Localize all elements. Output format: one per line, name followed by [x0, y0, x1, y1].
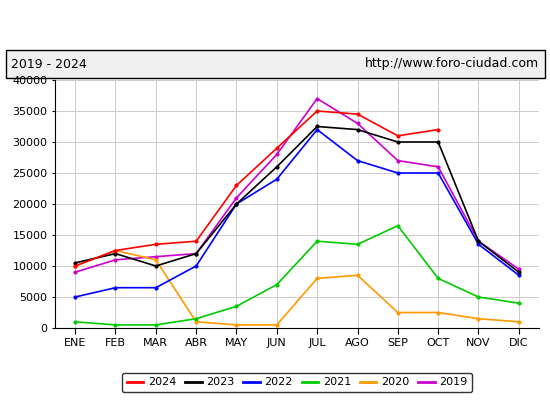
Text: http://www.foro-ciudad.com: http://www.foro-ciudad.com: [365, 58, 539, 70]
Text: 2019 - 2024: 2019 - 2024: [11, 58, 87, 70]
Legend: 2024, 2023, 2022, 2021, 2020, 2019: 2024, 2023, 2022, 2021, 2020, 2019: [122, 373, 472, 392]
Text: Evolucion Nº Turistas Extranjeros en el municipio de Nerja: Evolucion Nº Turistas Extranjeros en el …: [25, 16, 525, 32]
FancyBboxPatch shape: [6, 50, 544, 78]
